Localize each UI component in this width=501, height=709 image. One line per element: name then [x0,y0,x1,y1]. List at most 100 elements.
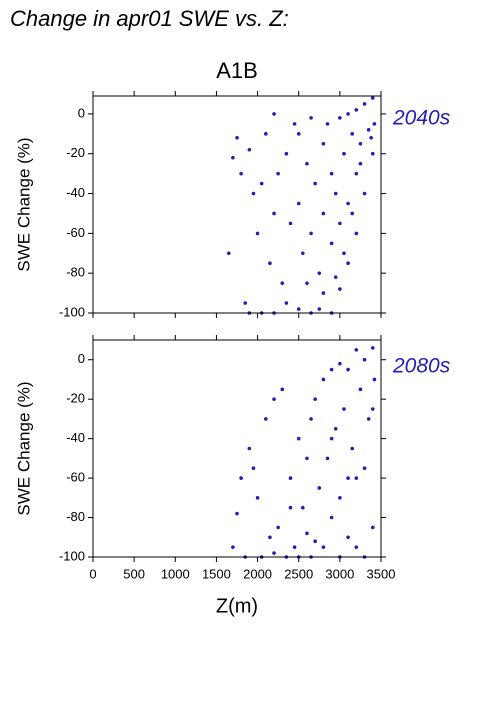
point [276,525,280,530]
point [370,151,375,156]
point [338,496,342,500]
y-tick-label: -40 [66,185,85,200]
point [370,525,375,530]
point [329,436,334,441]
point [255,496,260,500]
point [301,251,305,256]
point [329,515,334,520]
plot-frame [92,339,382,558]
point [284,301,289,305]
point [325,122,330,126]
point [358,161,363,166]
point [243,301,248,305]
y-tick-label: -20 [66,145,85,160]
y-tick-label: -100 [59,548,85,563]
point [272,112,276,116]
point [342,407,346,411]
plot-frame [92,95,382,314]
point [354,108,359,112]
point [309,116,313,120]
point [325,456,330,461]
point [321,291,326,295]
point [296,307,301,311]
point [333,275,338,279]
point [372,122,377,126]
point [338,361,342,366]
point [346,112,350,116]
point [296,132,301,136]
point [272,397,276,401]
y-tick-label: -40 [66,430,85,445]
point [268,535,272,540]
point [317,271,322,275]
point [354,545,359,549]
point [346,367,350,372]
x-tick-label: 2000 [243,566,272,581]
point [354,476,359,480]
point [280,281,285,285]
point [296,201,301,206]
point [321,545,326,549]
point [231,155,235,160]
panel-label: 2040s [392,107,451,130]
point [235,136,239,140]
x-tick-label: 2500 [284,566,313,581]
y-tick-label: -100 [59,304,85,319]
point [338,116,342,120]
y-tick-label: -60 [66,470,85,485]
x-tick-label: 3500 [367,566,396,581]
y-tick-label: -80 [66,265,85,280]
point [272,551,276,555]
point [268,261,272,266]
point [362,357,367,362]
point [226,251,231,256]
y-axis-label: SWE Change (%) [14,137,33,271]
point [329,241,334,246]
point [369,136,373,140]
point [305,281,309,285]
y-tick-label: 0 [78,351,85,366]
point [288,505,293,510]
x-tick-label: 1000 [161,566,190,581]
point [333,191,338,196]
point [346,476,350,480]
point [288,221,293,226]
point [239,171,243,176]
point [366,128,371,132]
point [247,147,252,152]
point [313,181,317,186]
x-tick-label: 1500 [202,566,231,581]
point [296,436,301,441]
x-axis-label: Z(m) [216,595,258,617]
point [346,201,350,206]
point [321,377,326,382]
point [358,387,363,392]
point [276,171,280,176]
x-tick-label: 500 [123,566,145,581]
point [321,141,326,146]
point [370,407,375,411]
y-axis-label: SWE Change (%) [14,381,33,515]
panel-label: 2080s [392,355,451,378]
point [305,456,309,461]
point [280,387,285,392]
point [362,191,367,196]
point [259,181,264,186]
point [301,505,305,510]
point [370,96,375,100]
point [288,476,293,480]
point [342,251,346,256]
point [317,307,322,311]
point [350,211,355,216]
chart-title: Change in apr01 SWE vs. Z: [10,6,289,31]
point [354,171,359,176]
point [309,417,313,421]
point [272,211,276,216]
point [313,397,317,401]
point [251,191,256,196]
point [370,346,375,350]
point [284,151,289,156]
point [346,535,350,540]
chart-subtitle: A1B [216,58,258,83]
